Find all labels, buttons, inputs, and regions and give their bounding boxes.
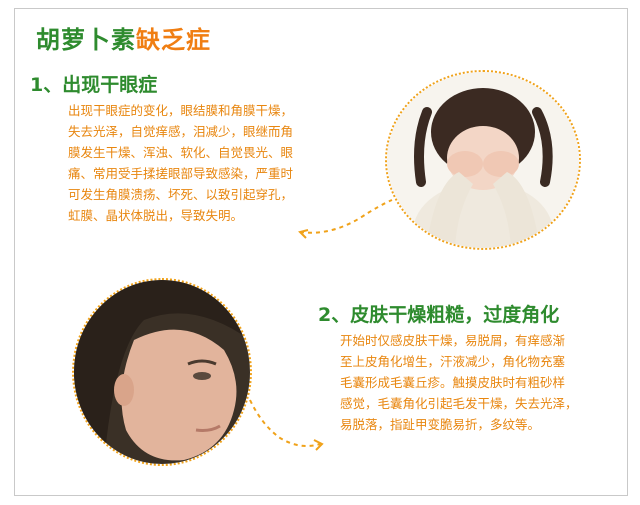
section1-line: 痛、常用受手揉搓眼部导致感染，严重时 (68, 166, 294, 181)
section1-heading: 1、出现干眼症 (30, 74, 158, 96)
section2-line: 感觉，毛囊角化引起毛发干燥，失去光泽， (340, 396, 578, 411)
title-orange: 缺乏症 (136, 26, 211, 54)
section1-line: 可发生角膜溃疡、坏死、以致引起穿孔， (68, 187, 294, 202)
arrow-2-head (313, 439, 324, 451)
title-green: 胡萝卜素 (36, 26, 136, 54)
section2-line: 毛囊形成毛囊丘疹。触摸皮肤时有粗砂样 (340, 375, 566, 390)
section1-line: 失去光泽，自觉痒感，泪减少，眼继而角 (68, 124, 294, 139)
section1-line: 虹膜、晶状体脱出，导致失明。 (68, 208, 244, 223)
arrow-2-path (249, 399, 321, 447)
section2-line: 开始时仅感皮肤干燥，易脱屑，有痒感渐 (340, 333, 566, 348)
page-title: 胡萝卜素缺乏症 (36, 20, 211, 55)
arrow-1-head (298, 229, 309, 239)
section1-line: 出现干眼症的变化，眼结膜和角膜干燥， (68, 103, 294, 118)
section2-line: 易脱落，指趾甲变脆易折，多纹等。 (340, 417, 541, 432)
section2-text: 开始时仅感皮肤干燥，易脱屑，有痒感渐 至上皮角化增生，汗液减少，角化物充塞 毛囊… (340, 330, 620, 435)
section2-heading: 2、皮肤干燥粗糙，过度角化 (318, 304, 560, 326)
section1-line: 膜发生干燥、浑浊、软化、自觉畏光、眼 (68, 145, 294, 160)
photo-girl-rubbing-eyes (385, 70, 581, 250)
arrow-1-path (299, 199, 393, 234)
photo-woman-face (72, 278, 252, 466)
section2-line: 至上皮角化增生，汗液减少，角化物充塞 (340, 354, 566, 369)
section1-text: 出现干眼症的变化，眼结膜和角膜干燥， 失去光泽，自觉痒感，泪减少，眼继而角 膜发… (68, 100, 338, 226)
